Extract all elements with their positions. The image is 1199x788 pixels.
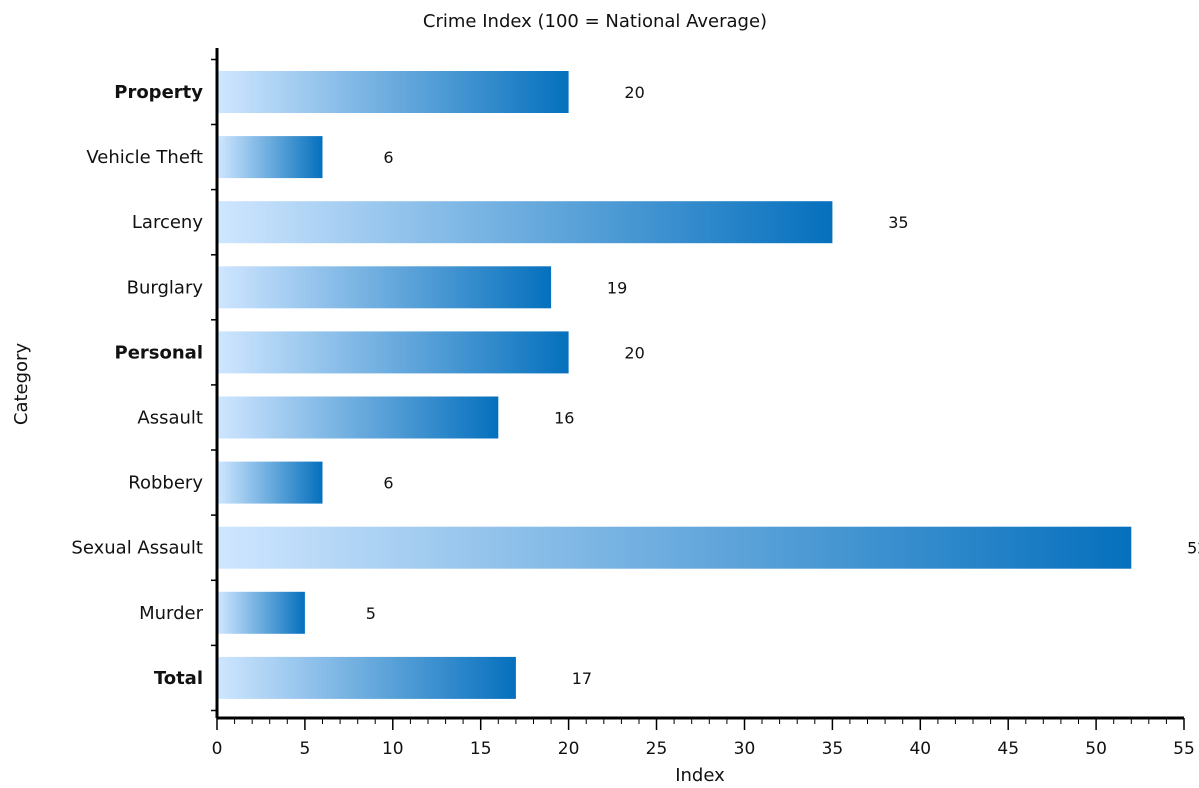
value-label-burglary: 19	[607, 278, 627, 297]
bar-burglary	[218, 266, 552, 309]
bars-layer	[218, 71, 1132, 699]
value-label-sexual-assault: 52	[1187, 539, 1199, 558]
value-label-property: 20	[624, 83, 644, 102]
x-tick-label-55: 55	[1173, 739, 1195, 759]
category-label-personal: Personal	[115, 342, 204, 363]
category-label-murder: Murder	[139, 603, 204, 624]
x-tick-label-30: 30	[734, 739, 756, 759]
value-label-total: 17	[572, 669, 592, 688]
value-label-personal: 20	[624, 343, 644, 362]
x-tick-label-50: 50	[1085, 739, 1107, 759]
x-tick-label-10: 10	[382, 739, 404, 759]
value-label-murder: 5	[366, 604, 376, 623]
x-tick-label-20: 20	[558, 739, 580, 759]
bar-larceny	[218, 201, 833, 244]
bar-vehicle-theft	[218, 136, 323, 179]
chart-title: Crime Index (100 = National Average)	[423, 11, 767, 32]
bar-property	[218, 71, 569, 113]
bar-assault	[218, 396, 499, 439]
value-label-larceny: 35	[888, 213, 908, 232]
value-label-vehicle-theft: 6	[383, 148, 393, 167]
category-label-robbery: Robbery	[128, 473, 203, 494]
axes-layer: 0 5 10 15 20 25 30 35 40 45 50 55	[211, 48, 1195, 759]
category-label-total: Total	[154, 668, 203, 689]
value-label-robbery: 6	[383, 474, 393, 493]
x-tick-label-40: 40	[909, 739, 931, 759]
bar-robbery	[218, 461, 323, 504]
category-label-assault: Assault	[137, 408, 203, 429]
x-tick-label-25: 25	[646, 739, 668, 759]
x-tick-label-45: 45	[997, 739, 1019, 759]
value-labels-layer: 20 6 35 19 20 16 6 52 5 17	[366, 83, 1199, 688]
y-axis-title: Category	[11, 343, 32, 426]
category-label-burglary: Burglary	[127, 277, 204, 298]
category-label-larceny: Larceny	[132, 212, 203, 233]
x-tick-label-15: 15	[470, 739, 492, 759]
bar-personal	[218, 331, 569, 374]
bar-total	[218, 656, 516, 699]
category-label-vehicle-theft: Vehicle Theft	[86, 147, 203, 168]
x-tick-label-0: 0	[212, 739, 223, 759]
bar-sexual-assault	[218, 526, 1132, 569]
x-axis-title: Index	[675, 765, 725, 786]
x-tick-label-35: 35	[822, 739, 844, 759]
category-label-property: Property	[114, 82, 203, 103]
value-label-assault: 16	[554, 409, 574, 428]
x-tick-label-5: 5	[299, 739, 310, 759]
category-labels-layer: Property Vehicle Theft Larceny Burglary Pers…	[71, 82, 203, 689]
bar-murder	[218, 591, 305, 634]
category-label-sexual-assault: Sexual Assault	[71, 538, 203, 559]
